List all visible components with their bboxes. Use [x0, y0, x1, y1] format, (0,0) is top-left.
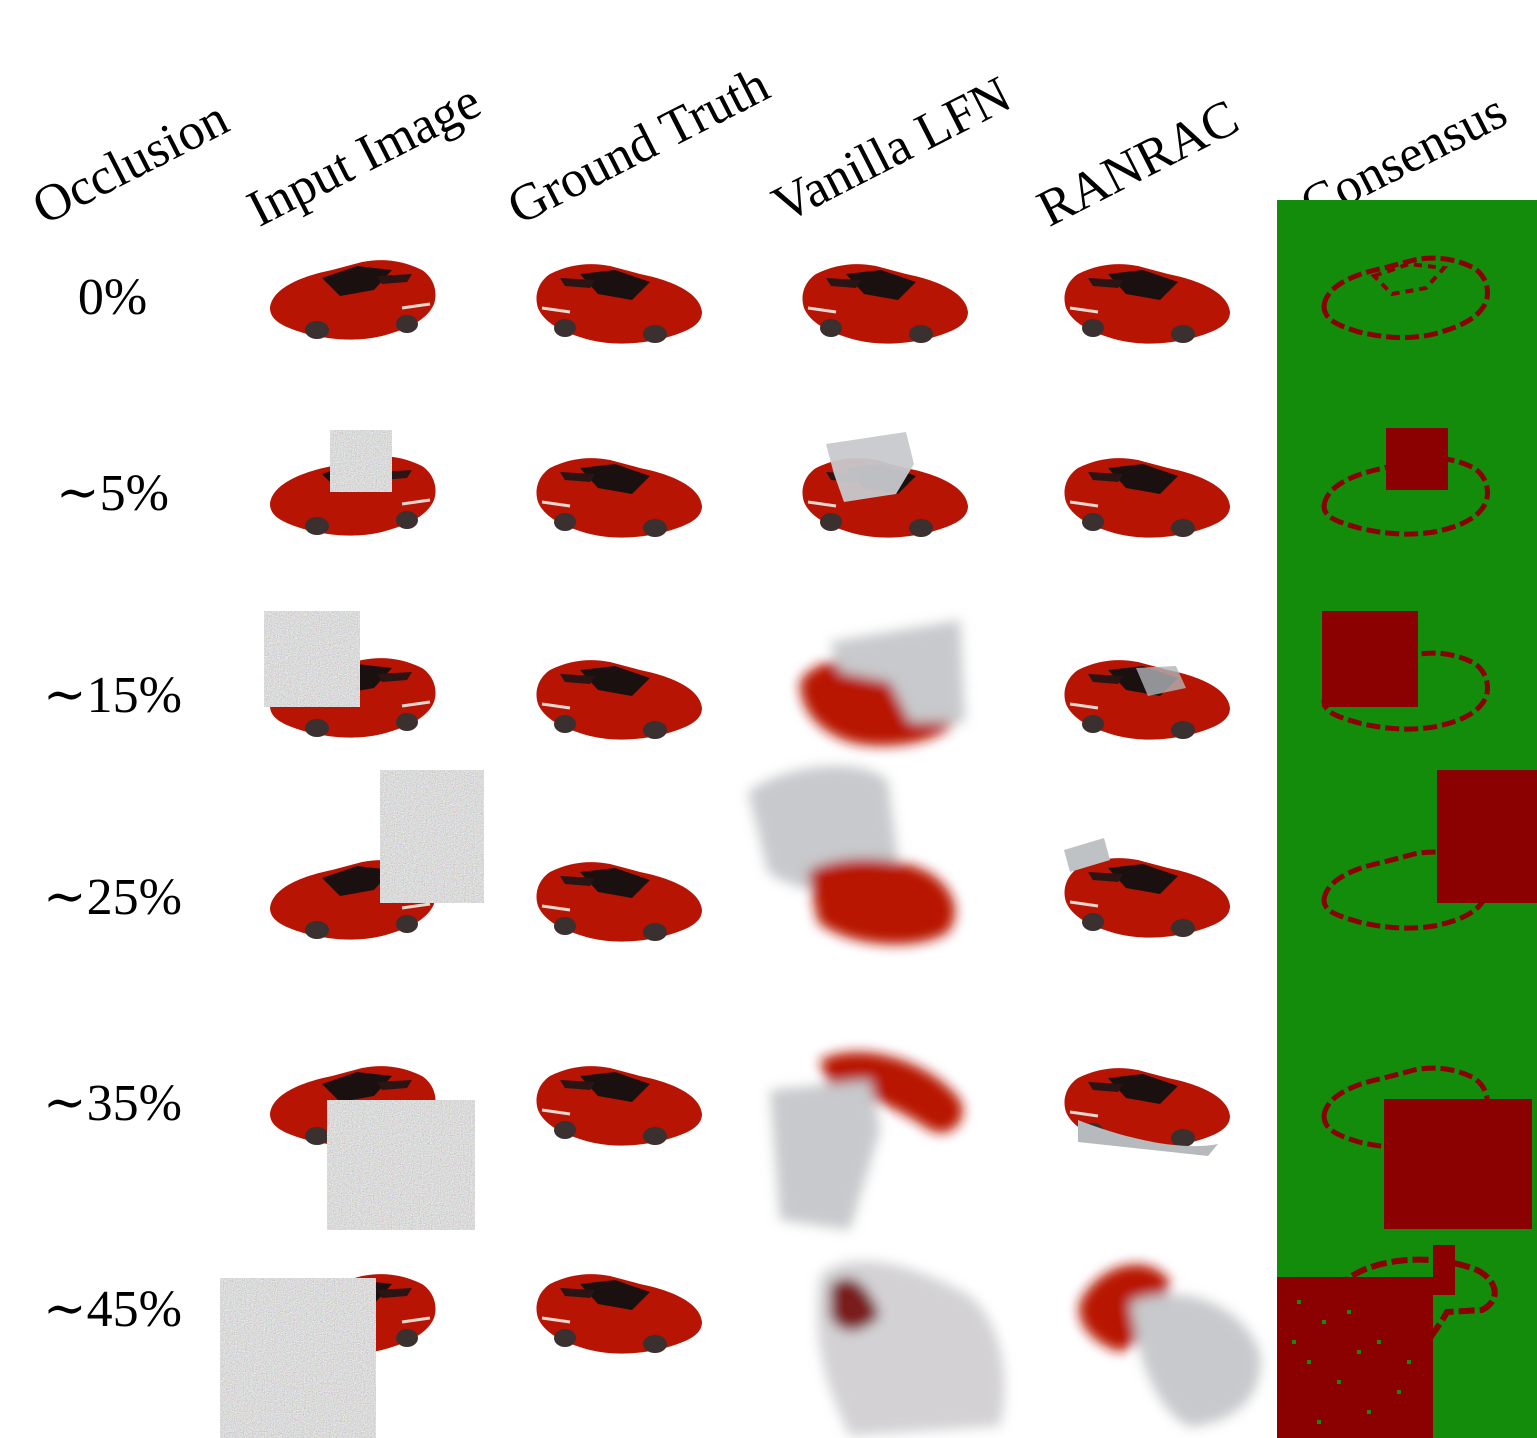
consensus-0 [1314, 246, 1504, 356]
noise-patch-5 [220, 1278, 376, 1438]
header-input-image: Input Image [238, 72, 490, 239]
consensus-2 [1314, 611, 1504, 751]
row-label-0: 0% [77, 269, 148, 326]
header-occlusion: Occlusion [23, 89, 238, 237]
input-image-0 [262, 248, 442, 348]
consensus-5 [1277, 1240, 1537, 1438]
row-label-1: ∼5% [56, 465, 169, 522]
ranrac-4 [1058, 1056, 1238, 1156]
header-ground-truth: Ground Truth [498, 56, 779, 237]
consensus-3 [1314, 770, 1537, 960]
noise-patch-4 [327, 1100, 475, 1230]
vanilla-lfn-5 [790, 1246, 1015, 1438]
ranrac-2 [1058, 648, 1238, 748]
row-label-5: ∼45% [43, 1281, 182, 1338]
row-label-4: ∼35% [43, 1075, 182, 1132]
ground-truth-2 [530, 648, 710, 748]
ranrac-0 [1058, 252, 1238, 352]
ranrac-5 [1060, 1242, 1270, 1434]
ground-truth-4 [530, 1054, 710, 1154]
vanilla-lfn-4 [760, 1040, 990, 1230]
consensus-4 [1314, 1056, 1537, 1231]
ranrac-3 [1058, 838, 1238, 948]
row-label-3: ∼25% [43, 869, 182, 926]
ground-truth-0 [530, 252, 710, 352]
header-ranrac: RANRAC [1028, 88, 1248, 239]
ground-truth-1 [530, 446, 710, 546]
consensus-1 [1314, 428, 1504, 538]
vanilla-lfn-3 [748, 762, 978, 962]
vanilla-lfn-1 [796, 424, 976, 554]
noise-patch-2 [264, 611, 360, 707]
row-label-2: ∼15% [43, 667, 182, 724]
ground-truth-3 [530, 850, 710, 950]
ground-truth-5 [530, 1262, 710, 1362]
vanilla-lfn-2 [790, 612, 980, 762]
noise-patch-1 [330, 430, 392, 492]
header-vanilla-lfn: Vanilla LFN [763, 65, 1020, 235]
vanilla-lfn-0 [796, 252, 976, 352]
ranrac-1 [1058, 446, 1238, 546]
noise-patch-3 [380, 770, 484, 903]
